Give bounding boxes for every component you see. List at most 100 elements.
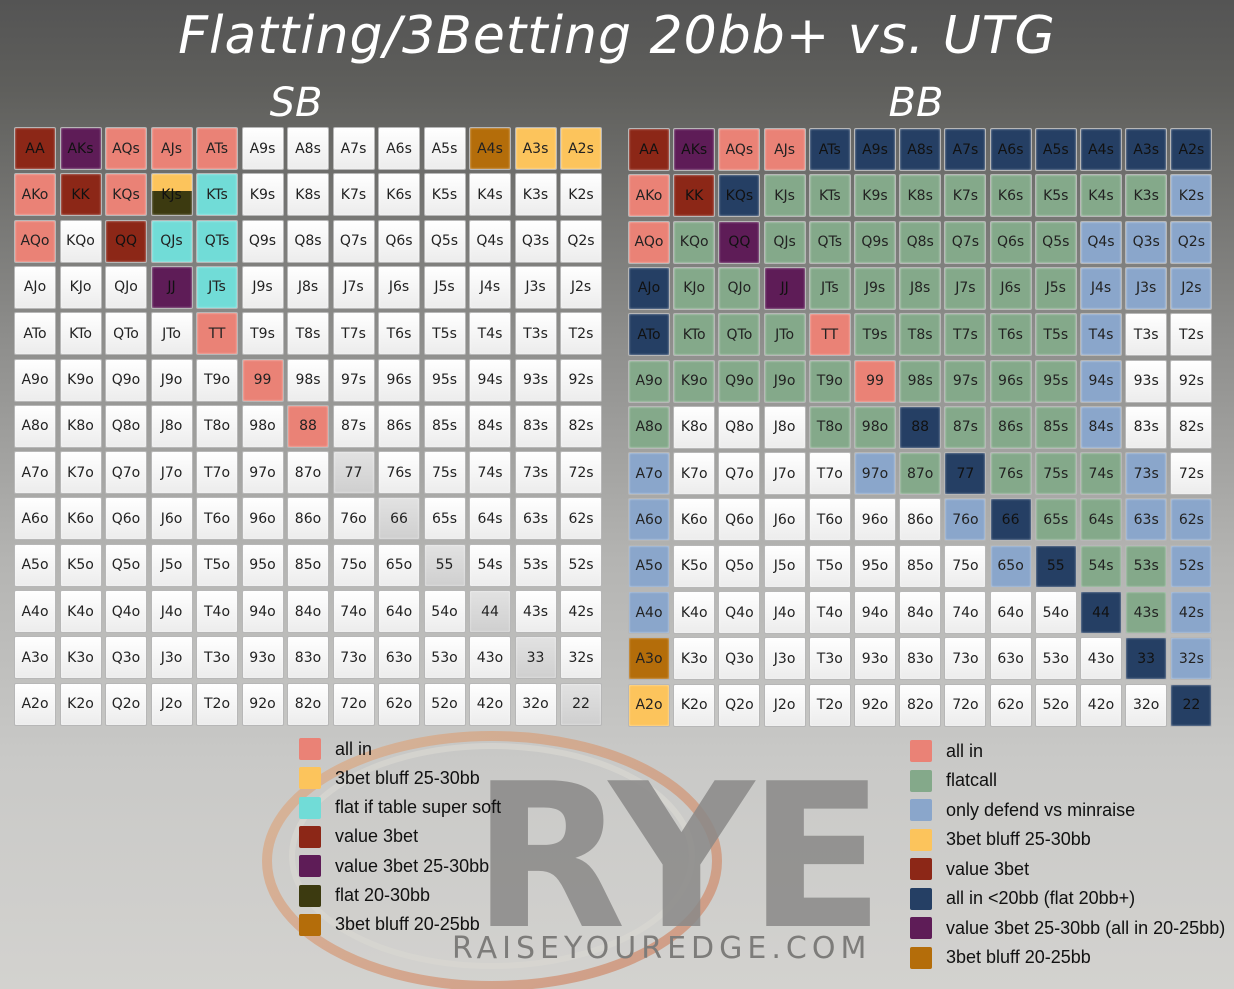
hand-cell: 62s (560, 497, 602, 541)
hand-label: A9o (635, 373, 663, 389)
hand-label: 44 (1092, 604, 1110, 621)
legend-item: all in (910, 738, 983, 764)
hand-cell: T4o (808, 591, 851, 634)
hand-label: A7o (21, 464, 49, 481)
hand-label: KTs (206, 186, 228, 203)
hand-label: K9o (67, 372, 94, 388)
hand-cell: 86o (287, 497, 329, 541)
hand-label: K7s (952, 187, 979, 204)
raiseyouredge-logo: RYE RAISEYOUREDGE.COM (262, 731, 885, 989)
hand-label: 87o (294, 464, 322, 481)
hand-cell: T8s (287, 312, 329, 356)
hand-label: QJs (160, 233, 183, 250)
hand-cell: T6s (989, 313, 1032, 357)
hand-cell: 95s (1034, 359, 1077, 403)
hand-cell: 93s (1125, 359, 1168, 403)
hand-label: 76s (998, 465, 1024, 482)
hand-cell: T7s (944, 313, 987, 357)
legend-item: only defend vs minraise (910, 797, 1135, 823)
hand-cell: 88 (899, 405, 942, 449)
hand-cell: 75o (944, 544, 987, 588)
hand-cell: J4o (150, 590, 193, 633)
hand-cell: K4o (673, 591, 716, 634)
hand-cell: 83s (1125, 405, 1168, 449)
hand-label: KQo (679, 234, 709, 251)
hand-label: A5o (635, 558, 663, 575)
hand-label: Q4s (476, 233, 504, 250)
hand-label: A3s (522, 140, 549, 157)
hand-cell: T6s (378, 312, 420, 356)
hand-label: 82s (568, 418, 594, 435)
hand-label: 84s (477, 418, 503, 435)
hand-cell: 22 (1170, 683, 1213, 727)
hand-label: J9o (773, 373, 796, 389)
hand-cell: 65s (1034, 498, 1077, 542)
hand-cell: 94s (469, 358, 511, 402)
hand-label: 84o (294, 603, 322, 620)
hand-cell: K4o (59, 590, 102, 633)
hand-cell: K3o (673, 637, 716, 681)
hand-cell: K9s (241, 173, 284, 217)
hand-cell: Q6s (989, 220, 1032, 264)
hand-cell: 74s (1080, 452, 1122, 496)
hand-cell: A3s (1125, 128, 1168, 171)
hand-cell: 82o (287, 682, 329, 726)
hand-label: A6o (635, 511, 663, 528)
hand-label: JJ (167, 279, 176, 296)
hand-label: AJo (23, 279, 47, 296)
hand-cell: JTs (808, 266, 851, 310)
hand-cell: KQo (673, 220, 716, 264)
hand-label: K3o (67, 649, 94, 666)
hand-cell: 42o (1080, 683, 1122, 727)
hand-label: QTo (726, 326, 753, 343)
hand-cell: 96s (989, 359, 1032, 403)
hand-cell: TT (808, 313, 851, 357)
hand-cell: 74s (469, 451, 511, 495)
hand-label: T6s (998, 326, 1023, 343)
hand-label: A8s (295, 140, 321, 157)
hand-cell: K3o (59, 636, 102, 680)
hand-cell: J6o (763, 498, 806, 542)
hand-label: J4s (1090, 280, 1112, 297)
hand-cell: 53s (514, 543, 557, 587)
hand-label: T7o (816, 465, 843, 482)
hand-cell: 94o (241, 590, 284, 633)
legend-label: all in (335, 738, 373, 759)
hand-label: K6s (997, 187, 1024, 204)
hand-cell: 63s (1125, 498, 1168, 542)
hand-cell: 76s (378, 451, 420, 495)
hand-label: Q7o (725, 465, 754, 482)
hand-label: A7s (340, 140, 367, 157)
hand-label: Q7s (339, 233, 368, 250)
chart-title: Flatting/3Betting 20bb+ vs. UTG (178, 6, 1056, 66)
hand-label: Q9o (111, 372, 141, 388)
hand-label: KJo (69, 279, 92, 296)
hand-cell: 93o (241, 636, 284, 680)
hand-label: T6o (203, 510, 231, 527)
hand-label: J3s (1136, 280, 1157, 297)
hand-label: A3s (1133, 141, 1160, 158)
hand-label: J4o (160, 603, 183, 620)
hand-label: K3s (1133, 187, 1159, 204)
hand-cell: A4s (1080, 128, 1122, 171)
hand-cell: 82s (1170, 405, 1213, 449)
hand-label: 53s (1133, 558, 1159, 575)
hand-cell: 82s (560, 404, 602, 448)
hand-label: T3o (816, 650, 843, 667)
hand-label: 72s (1178, 465, 1204, 482)
legend-swatch (910, 946, 932, 969)
hand-label: Q6s (385, 233, 413, 250)
hand-cell: 99 (854, 359, 896, 403)
hand-label: 94s (1088, 373, 1114, 389)
hand-cell: K6s (989, 174, 1032, 218)
hand-cell: AJs (763, 128, 806, 171)
hand-label: A5o (21, 557, 49, 574)
hand-cell: T4s (469, 312, 511, 356)
hand-cell: A9o (14, 358, 56, 402)
hand-label: 75o (952, 558, 979, 575)
hand-label: Q9s (248, 233, 277, 250)
hand-cell: J9s (241, 265, 284, 309)
hand-label: 22 (1182, 697, 1201, 714)
hand-label: T8o (203, 418, 231, 435)
hand-label: J2s (570, 279, 592, 296)
